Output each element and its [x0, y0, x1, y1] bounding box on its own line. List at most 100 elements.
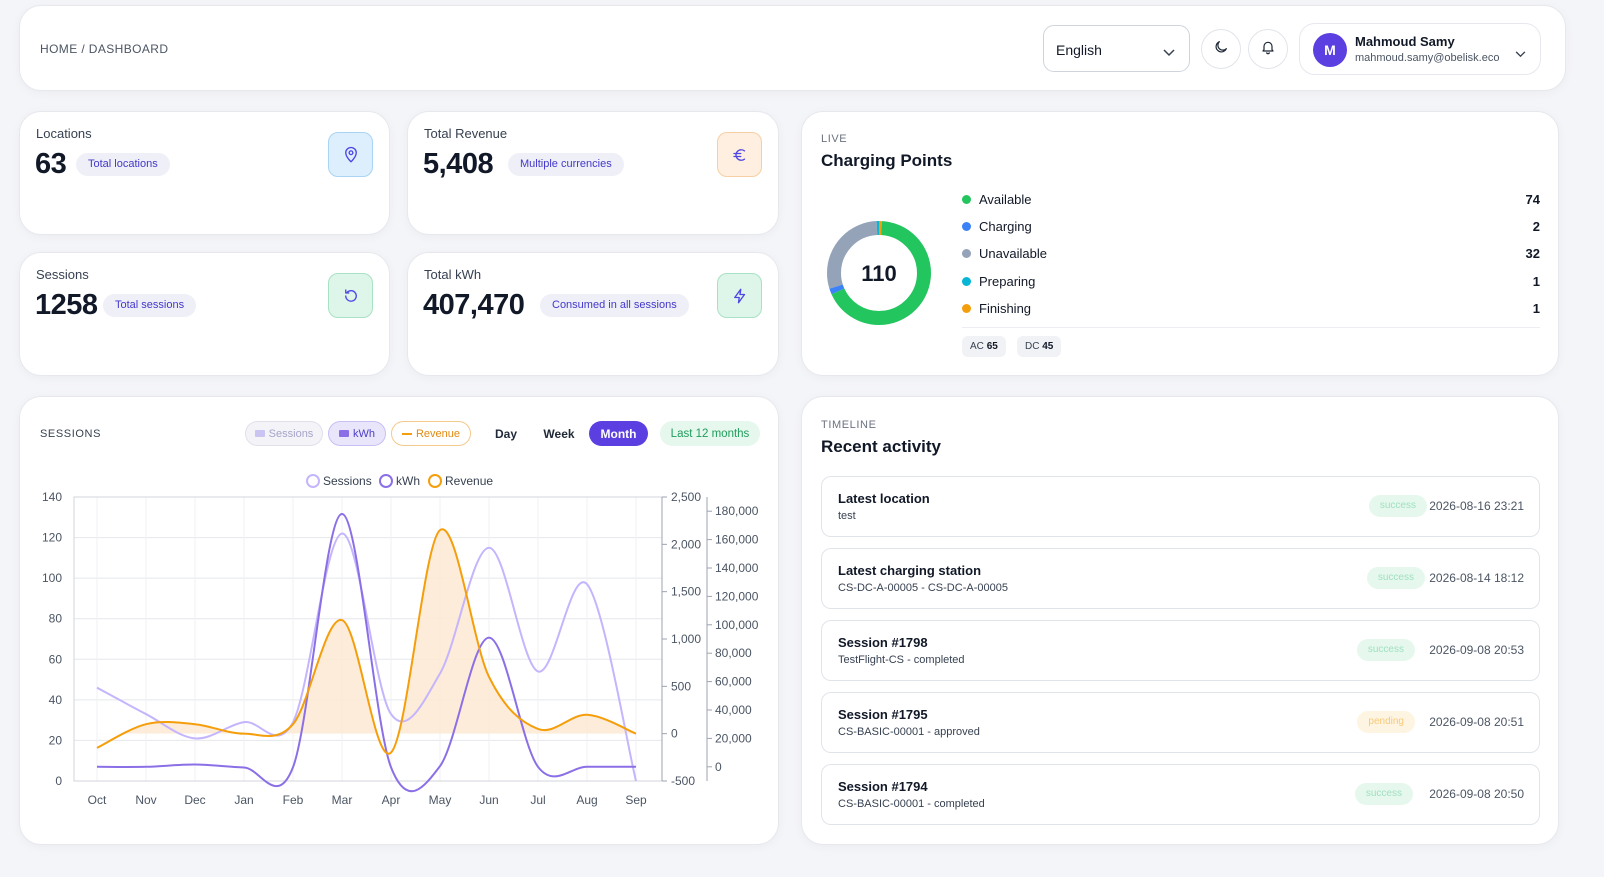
y-left-tick-label: 40	[49, 693, 63, 707]
y-right2-tick-label: 20,000	[715, 731, 752, 745]
y-right1-tick-label: 2,500	[671, 490, 701, 504]
activity-time: 2026-09-08 20:51	[1429, 715, 1524, 729]
theme-toggle-button[interactable]	[1201, 29, 1241, 69]
toggle-kwh-button[interactable]: kWh	[328, 421, 386, 446]
status-row-available: Available 74	[962, 190, 1540, 210]
notifications-button[interactable]	[1248, 29, 1288, 69]
x-tick-label: Jun	[479, 793, 498, 807]
avatar: M	[1313, 33, 1347, 67]
y-right1-tick-label: 1,500	[671, 585, 701, 599]
user-email: mahmoud.samy@obelisk.eco	[1355, 52, 1500, 64]
y-left-tick-label: 140	[42, 490, 62, 504]
stat-value: 1258	[35, 289, 98, 321]
status-dot	[962, 195, 971, 204]
legend-label: Sessions	[323, 474, 372, 488]
activity-item[interactable]: Session #1794 CS-BASIC-00001 - completed…	[821, 764, 1540, 825]
status-badge: success	[1356, 639, 1415, 661]
activity-title: Session #1798	[838, 635, 928, 650]
x-tick-label: Dec	[184, 793, 205, 807]
y-right2-tick-label: 40,000	[715, 703, 752, 717]
activity-subtitle: CS-DC-A-00005 - CS-DC-A-00005	[838, 582, 1008, 594]
stat-pill: Multiple currencies	[508, 153, 624, 176]
section-label: LIVE	[821, 133, 848, 145]
euro-icon	[717, 132, 762, 177]
x-tick-label: May	[429, 793, 452, 807]
y-right2-tick-label: 140,000	[715, 561, 759, 575]
x-tick-label: Feb	[283, 793, 304, 807]
line-icon	[401, 432, 412, 435]
x-tick-label: Jul	[530, 793, 545, 807]
y-left-tick-label: 120	[42, 531, 62, 545]
stat-value: 63	[35, 148, 67, 180]
activity-subtitle: CS-BASIC-00001 - approved	[838, 726, 980, 738]
x-tick-label: Jan	[234, 793, 253, 807]
y-right2-tick-label: 80,000	[715, 646, 752, 660]
y-left-tick-label: 0	[55, 774, 62, 788]
period-week-button[interactable]: Week	[543, 426, 575, 441]
charging-donut: 110	[827, 221, 931, 325]
period-month-button[interactable]: Month	[589, 421, 648, 446]
stat-pill: Consumed in all sessions	[540, 294, 689, 317]
status-dot	[962, 249, 971, 258]
stat-card-revenue: Total Revenue 5,408 Multiple currencies	[407, 111, 779, 235]
moon-icon	[1213, 39, 1229, 60]
status-row-finishing: Finishing 1	[962, 299, 1540, 319]
status-badge: success	[1368, 495, 1427, 517]
status-name: Available	[979, 192, 1032, 207]
status-name: Charging	[979, 219, 1032, 234]
status-badge: success	[1366, 567, 1425, 589]
status-count: 2	[1532, 219, 1540, 234]
location-pin-icon	[328, 132, 373, 177]
stat-value: 407,470	[423, 289, 525, 321]
stat-pill: Total locations	[76, 153, 170, 176]
stat-label: Total Revenue	[424, 126, 508, 141]
breadcrumb: HOME / DASHBOARD	[40, 42, 169, 56]
y-right1-tick-label: 2,000	[671, 537, 701, 551]
x-tick-label: Oct	[88, 793, 107, 807]
activity-item[interactable]: Latest charging station CS-DC-A-00005 - …	[821, 548, 1540, 609]
status-row-preparing: Preparing 1	[962, 272, 1540, 292]
charging-points-card: LIVE Charging Points 110 Available 74 Ch…	[801, 111, 1559, 376]
y-right1-tick-label: -500	[671, 774, 695, 788]
status-row-unavailable: Unavailable 32	[962, 244, 1540, 264]
activity-item[interactable]: Latest location test success 2026-08-16 …	[821, 476, 1540, 537]
period-day-button[interactable]: Day	[494, 426, 517, 441]
dc-count-tag: DC 45	[1017, 336, 1062, 357]
activity-time: 2026-09-08 20:50	[1429, 787, 1524, 801]
donut-segment-unavailable	[827, 221, 931, 325]
series-line-sessions	[96, 532, 637, 782]
user-name: Mahmoud Samy	[1355, 34, 1455, 49]
user-menu[interactable]: M Mahmoud Samy mahmoud.samy@obelisk.eco	[1299, 23, 1541, 75]
bell-icon	[1260, 39, 1276, 60]
status-count: 1	[1532, 274, 1540, 289]
status-dot	[962, 277, 971, 286]
stat-label: Sessions	[36, 267, 89, 282]
range-badge: Last 12 months	[660, 421, 760, 446]
y-right2-tick-label: 100,000	[715, 618, 759, 632]
donut-segment-available	[827, 221, 931, 325]
status-name: Preparing	[979, 274, 1036, 289]
recent-activity-card: TIMELINE Recent activity Latest location…	[801, 396, 1559, 845]
toggle-label: Sessions	[268, 427, 314, 440]
y-left-tick-label: 100	[42, 571, 62, 585]
ac-count-tag: AC 65	[962, 336, 1006, 357]
section-label: SESSIONS	[40, 428, 102, 440]
toggle-revenue-button[interactable]: Revenue	[391, 421, 471, 446]
toggle-sessions-button[interactable]: Sessions	[245, 421, 323, 446]
legend-label: Revenue	[445, 474, 493, 488]
revenue-area	[122, 529, 636, 734]
activity-item[interactable]: Session #1795 CS-BASIC-00001 - approved …	[821, 692, 1540, 753]
activity-subtitle: CS-BASIC-00001 - completed	[838, 798, 985, 810]
stat-label: Total kWh	[424, 267, 482, 282]
legend-marker	[379, 474, 393, 488]
y-left-tick-label: 20	[49, 733, 63, 747]
status-name: Unavailable	[979, 246, 1047, 261]
divider	[962, 327, 1540, 328]
activity-item[interactable]: Session #1798 TestFlight-CS - completed …	[821, 620, 1540, 681]
language-select[interactable]: English	[1043, 25, 1190, 72]
y-right1-tick-label: 500	[671, 679, 691, 693]
activity-title: Session #1794	[838, 779, 928, 794]
refresh-icon	[328, 273, 373, 318]
activity-time: 2026-08-14 18:12	[1429, 571, 1524, 585]
x-tick-label: Mar	[332, 793, 353, 807]
